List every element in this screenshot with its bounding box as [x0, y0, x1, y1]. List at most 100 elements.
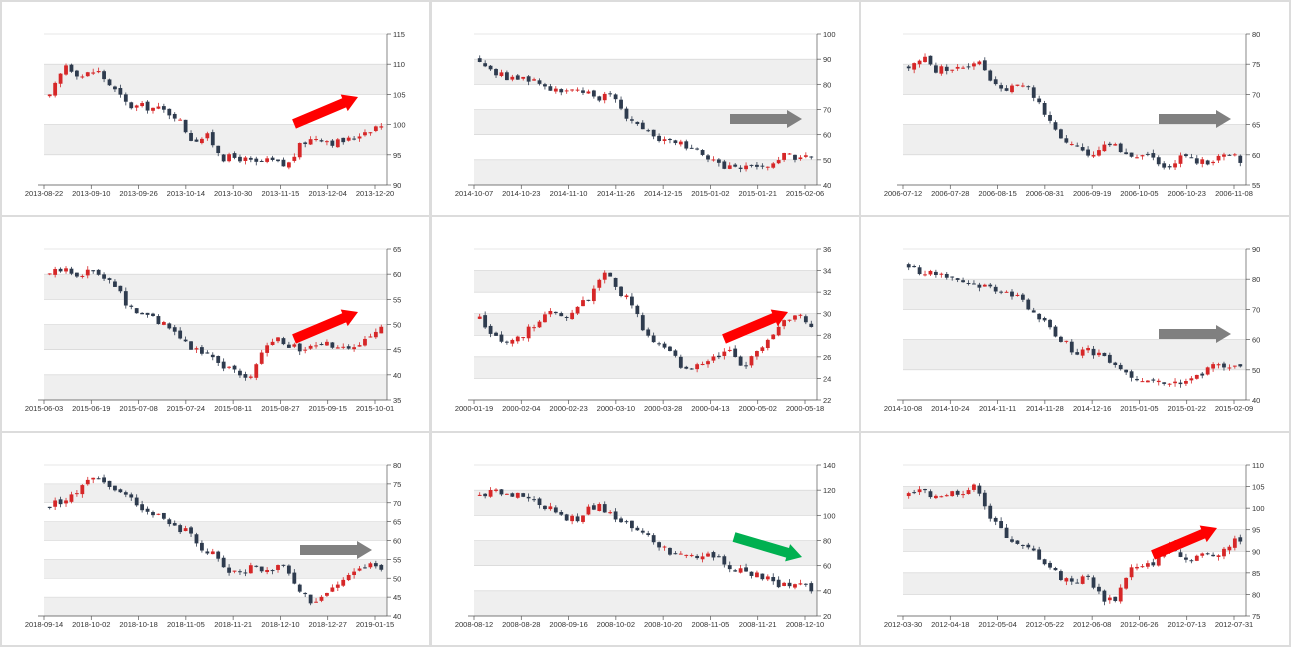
candle-body: [292, 344, 297, 347]
candle-body: [749, 356, 754, 366]
candle-body: [537, 498, 542, 506]
candle-body: [499, 72, 504, 76]
chart-svg: 75 80 85 90 95 100 105 110 2012-03-30 2012-04-18 2…: [884, 461, 1265, 629]
candle-body: [314, 139, 318, 141]
candle-body: [543, 314, 547, 323]
x-tick-label: 2013-11-15: [262, 189, 300, 198]
trend-arrow-up: [292, 94, 358, 129]
candle-body: [564, 514, 569, 521]
candle-body: [809, 323, 814, 327]
x-tick-label: 2012-06-08: [1073, 620, 1111, 629]
candle-body: [1026, 299, 1031, 310]
chart-panel-2: 40 50 60 70 80 90 100 2014-10-07 2014-10-23 2014-…: [432, 2, 859, 215]
x-tick-label: 2000-05-02: [739, 404, 777, 413]
trend-arrow-up: [1151, 525, 1217, 560]
x-tick-label: 2012-05-22: [1026, 620, 1064, 629]
candle-body: [363, 338, 367, 346]
y-tick-label: 100: [823, 511, 836, 520]
candle-body: [1200, 373, 1205, 376]
candle-body: [553, 507, 558, 513]
x-tick-label: 2006-10-05: [1120, 189, 1158, 198]
candle-body: [205, 133, 210, 139]
candle-body: [928, 55, 933, 65]
candle-body: [912, 492, 917, 494]
candle-body: [140, 312, 145, 315]
candle-body: [668, 346, 672, 352]
candle-body: [966, 490, 971, 495]
candle-body: [1037, 313, 1042, 320]
candle-body: [961, 280, 965, 283]
candle-body: [581, 90, 585, 93]
candle-body: [939, 66, 944, 74]
candle-body: [711, 552, 716, 558]
candle-body: [738, 356, 743, 366]
candle-body: [113, 485, 117, 491]
candle-body: [1211, 161, 1216, 164]
candle-body: [1205, 160, 1210, 165]
candle-body: [156, 513, 161, 515]
x-tick-label: 2014-11-11: [979, 404, 1016, 413]
candle-body: [716, 355, 721, 358]
candle-body: [1042, 318, 1047, 321]
candle-body: [1135, 378, 1139, 381]
candle-body: [1140, 566, 1145, 568]
y-tick-label: 80: [1252, 275, 1260, 284]
x-tick-label: 2018-10-02: [72, 620, 110, 629]
candle-body: [999, 85, 1004, 89]
y-tick-label: 70: [393, 499, 401, 508]
candle-body: [1238, 364, 1243, 367]
candle-body: [352, 138, 357, 140]
y-tick-label: 90: [393, 181, 401, 190]
candle-body: [85, 479, 90, 485]
x-tick-label: 2000-02-04: [502, 404, 540, 413]
candle-body: [646, 533, 651, 536]
y-tick-label: 100: [393, 121, 406, 130]
candle-body: [145, 508, 150, 512]
candle-body: [803, 155, 808, 157]
candle-body: [1059, 571, 1063, 581]
candle-body: [1086, 575, 1090, 577]
candle-body: [1020, 294, 1025, 300]
x-tick-label: 2006-08-31: [1026, 189, 1064, 198]
candle-body: [1151, 562, 1156, 566]
candle-body: [292, 572, 297, 584]
candle-body: [80, 485, 85, 495]
candle-body: [727, 349, 732, 351]
candle-body: [928, 270, 933, 275]
x-tick-label: 2015-02-09: [1215, 404, 1253, 413]
candle-body: [765, 576, 770, 580]
candle-body: [167, 519, 172, 525]
trend-arrow-shape: [292, 94, 358, 129]
candle-body: [977, 61, 982, 65]
x-tick-label: 2014-10-24: [931, 404, 969, 413]
candle-body: [319, 596, 324, 601]
candle-body: [515, 75, 520, 80]
candle-body: [526, 326, 531, 339]
candle-body: [787, 153, 792, 155]
candle-body: [803, 583, 808, 585]
candle-body: [695, 364, 700, 370]
candle-body: [776, 160, 781, 164]
candle-body: [651, 335, 656, 343]
y-tick-label: 95: [393, 151, 401, 160]
candle-body: [1184, 557, 1188, 560]
candle-body: [553, 311, 558, 314]
candle-body: [238, 156, 242, 162]
y-tick-label: 80: [393, 461, 401, 470]
candle-body: [107, 79, 112, 86]
candle-body: [297, 343, 302, 352]
candle-body: [955, 278, 960, 280]
candle-body: [488, 65, 493, 70]
candle-body: [64, 268, 68, 272]
candle-body: [373, 331, 378, 338]
y-tick-label: 100: [823, 30, 836, 39]
candle-body: [706, 155, 710, 160]
x-tick-label: 2014-11-28: [1026, 404, 1064, 413]
candle-body: [1232, 538, 1237, 548]
candle-body: [1118, 143, 1123, 153]
candle-body: [118, 88, 123, 95]
candle-body: [107, 480, 112, 487]
candle-body: [113, 86, 117, 90]
chart-panel-9: 75 80 85 90 95 100 105 110 2012-03-30 2012-04-18 2…: [861, 433, 1289, 645]
